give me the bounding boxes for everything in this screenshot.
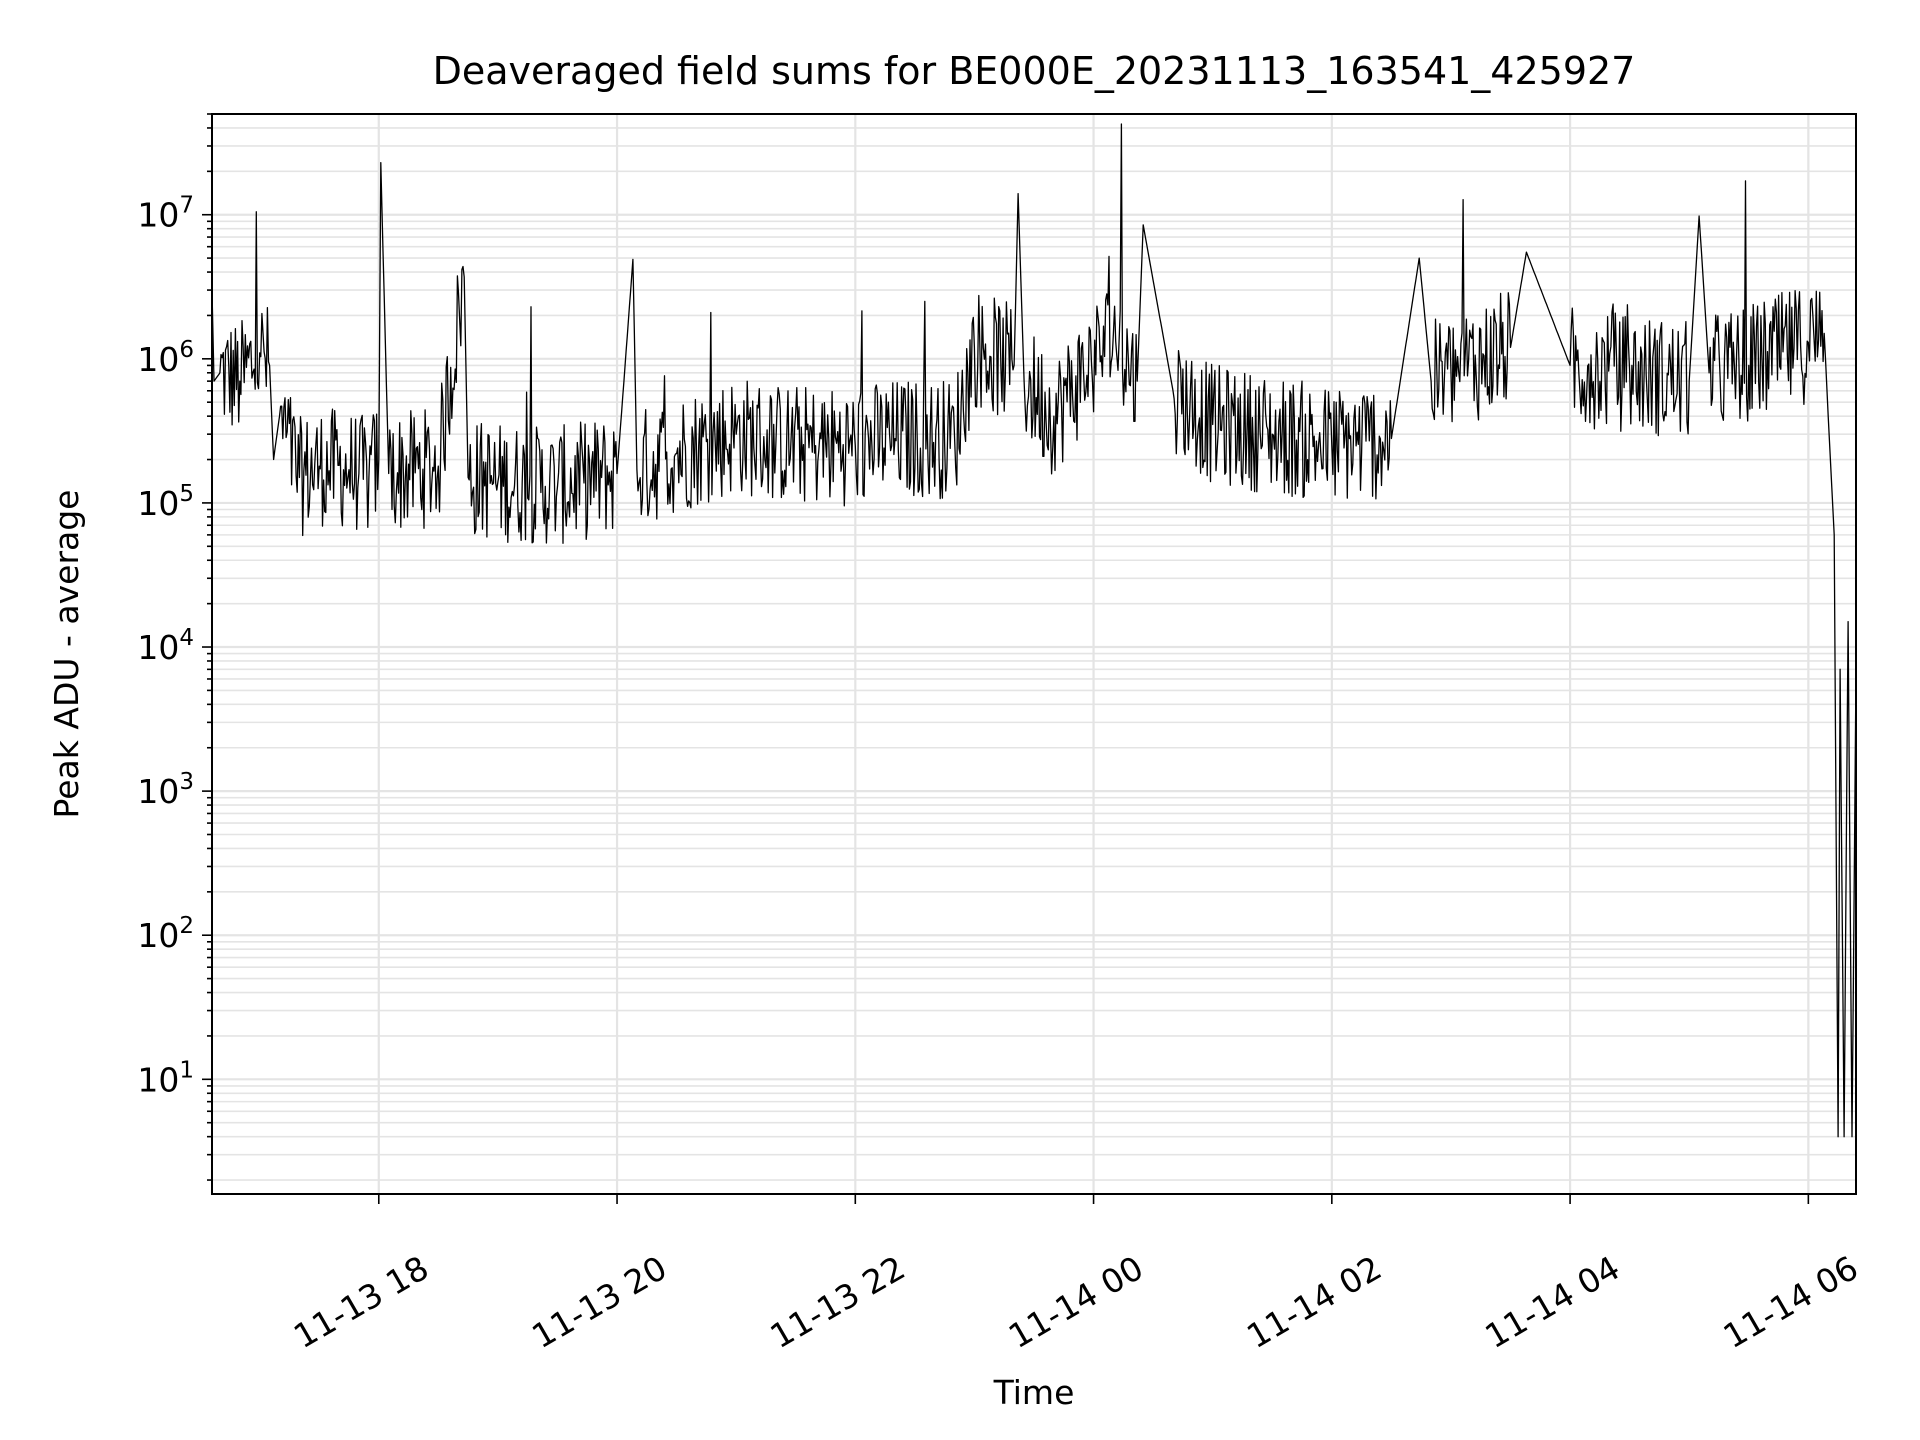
y-tick-exponent: 7 (179, 193, 194, 219)
y-tick-base: 10 (137, 916, 179, 955)
y-tick-label: 106 (137, 337, 194, 379)
y-tick-label: 104 (137, 625, 194, 667)
y-axis-label: Peak ADU - average (47, 490, 86, 819)
x-tick-label: 11-14 06 (1717, 1248, 1865, 1356)
y-tick-label: 101 (137, 1057, 194, 1099)
y-tick-exponent: 6 (179, 337, 194, 363)
y-tick-label: 103 (137, 769, 194, 811)
x-tick-label: 11-14 02 (1240, 1248, 1388, 1356)
y-tick-base: 10 (137, 628, 179, 667)
x-tick-label: 11-13 22 (764, 1248, 912, 1356)
x-tick-label: 11-13 20 (525, 1248, 673, 1356)
y-tick-base: 10 (137, 772, 179, 811)
y-tick-label: 102 (137, 913, 194, 955)
plot-area (211, 123, 1857, 1138)
y-tick-exponent: 2 (179, 913, 194, 939)
x-tick-label: 11-13 18 (287, 1248, 435, 1356)
y-tick-label: 107 (137, 193, 194, 235)
chart-title: Deaveraged field sums for BE000E_2023111… (433, 49, 1636, 93)
y-tick-exponent: 4 (179, 625, 194, 651)
y-tick-base: 10 (137, 1060, 179, 1099)
series-line (211, 123, 1857, 1138)
x-tick-label: 11-14 00 (1002, 1248, 1150, 1356)
y-tick-base: 10 (137, 340, 179, 379)
y-tick-exponent: 3 (179, 769, 194, 795)
y-tick-base: 10 (137, 484, 179, 523)
x-tick-label: 11-14 04 (1478, 1248, 1626, 1356)
y-tick-label: 105 (137, 481, 194, 523)
y-tick-base: 10 (137, 196, 179, 235)
grid-layer (212, 113, 1856, 1194)
x-axis-label: Time (993, 1373, 1075, 1412)
y-tick-exponent: 1 (179, 1057, 194, 1083)
y-tick-exponent: 5 (179, 481, 194, 507)
